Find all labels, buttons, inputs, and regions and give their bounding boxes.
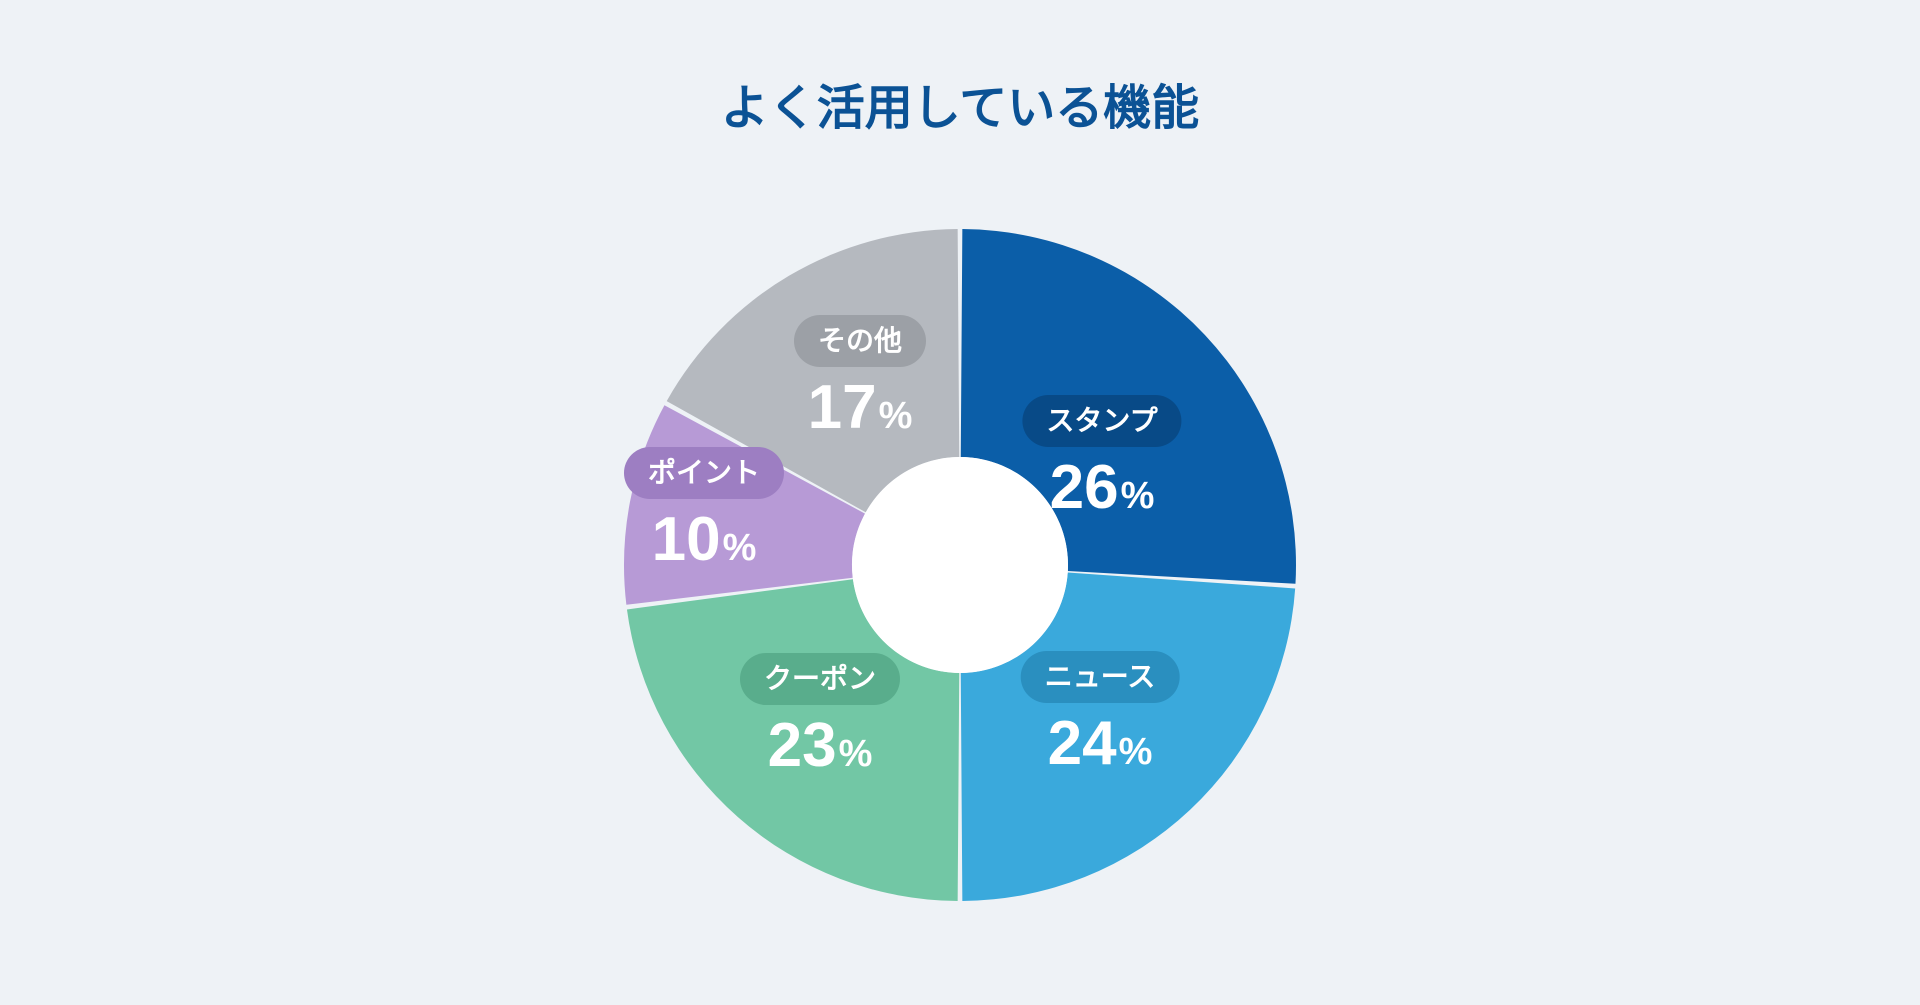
donut-svg: [624, 229, 1296, 901]
donut-chart: スタンプ26%ニュース24%クーポン23%ポイント10%その他17%: [624, 229, 1296, 901]
chart-canvas: よく活用している機能 スタンプ26%ニュース24%クーポン23%ポイント10%そ…: [0, 0, 1920, 1005]
donut-hole: [852, 457, 1068, 673]
chart-title: よく活用している機能: [721, 68, 1200, 138]
